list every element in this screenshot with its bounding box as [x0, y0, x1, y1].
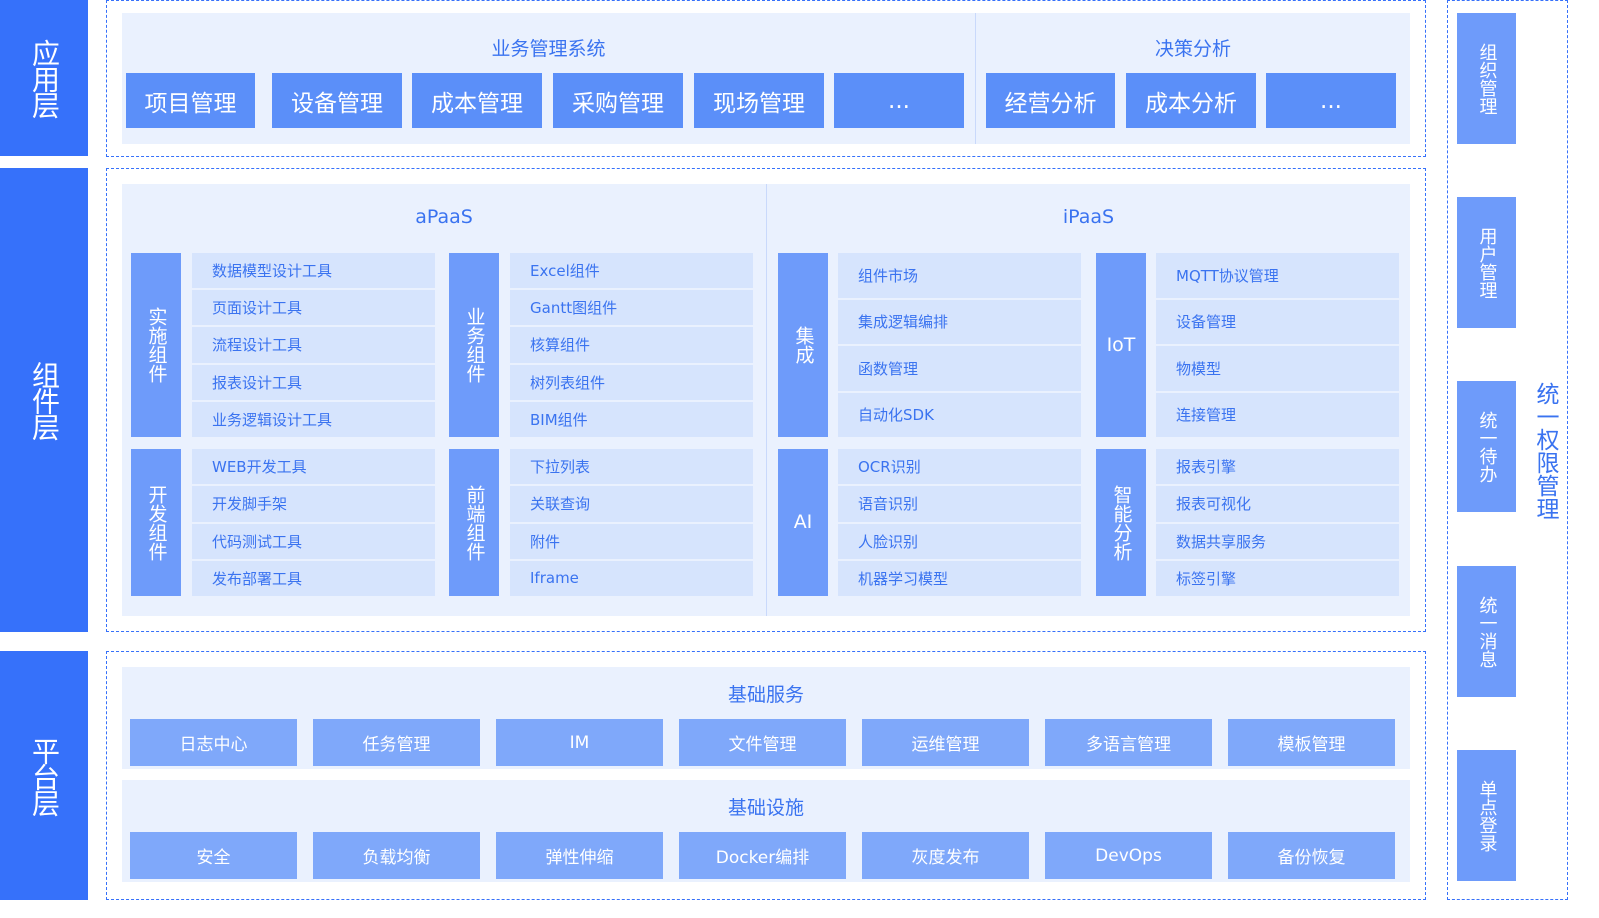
component-item[interactable]: 页面设计工具	[192, 290, 435, 326]
platform-service-button[interactable]: 任务管理	[313, 719, 480, 766]
component-item[interactable]: MQTT协议管理	[1156, 253, 1399, 298]
component-item[interactable]: 物模型	[1156, 346, 1399, 391]
app-module-button[interactable]: 设备管理	[272, 73, 402, 128]
app-module-button[interactable]: 现场管理	[694, 73, 824, 128]
component-item[interactable]: Gantt图组件	[510, 290, 753, 326]
platform-service-button[interactable]: IM	[496, 719, 663, 766]
component-item[interactable]: 连接管理	[1156, 392, 1399, 437]
component-item[interactable]: 附件	[510, 523, 753, 559]
component-category: 前端组件	[449, 449, 499, 596]
platform-service-button[interactable]: DevOps	[1045, 832, 1212, 879]
component-item[interactable]: 组件市场	[838, 253, 1081, 298]
component-item[interactable]: 自动化SDK	[838, 392, 1081, 437]
component-item[interactable]: 人脸识别	[838, 523, 1081, 559]
permission-module-button[interactable]: 统一待办	[1457, 381, 1516, 512]
app-module-button[interactable]: 项目管理	[126, 73, 255, 128]
divider	[975, 13, 976, 144]
app-module-button[interactable]: ...	[1266, 73, 1396, 128]
platform-service-button[interactable]: 多语言管理	[1045, 719, 1212, 766]
permission-module-button[interactable]: 组织管理	[1457, 13, 1516, 144]
layer-boundary	[106, 168, 1426, 632]
permission-boundary	[1447, 0, 1568, 900]
platform-service-button[interactable]: 运维管理	[862, 719, 1029, 766]
app-module-button[interactable]: ...	[834, 73, 964, 128]
component-item[interactable]: 函数管理	[838, 346, 1081, 391]
platform-service-button[interactable]: 灰度发布	[862, 832, 1029, 879]
platform-service-button[interactable]: 文件管理	[679, 719, 846, 766]
layer-label: 平台层	[0, 651, 88, 900]
component-item[interactable]: 机器学习模型	[838, 560, 1081, 596]
component-item[interactable]: 代码测试工具	[192, 523, 435, 559]
layer-label: 应用层	[0, 0, 88, 156]
component-item[interactable]: 关联查询	[510, 486, 753, 522]
divider	[766, 184, 767, 616]
component-category: 开发组件	[131, 449, 181, 596]
platform-title: 基础设施	[727, 797, 804, 819]
app-module-button[interactable]: 成本管理	[412, 73, 542, 128]
component-item[interactable]: 流程设计工具	[192, 327, 435, 363]
component-item[interactable]: 报表设计工具	[192, 364, 435, 400]
component-item[interactable]: 报表可视化	[1156, 486, 1399, 522]
component-category: 业务组件	[449, 253, 499, 437]
component-item[interactable]: 发布部署工具	[192, 560, 435, 596]
component-category: IoT	[1096, 253, 1146, 437]
component-item[interactable]: 集成逻辑编排	[838, 299, 1081, 344]
component-item[interactable]: OCR识别	[838, 449, 1081, 485]
component-item[interactable]: 设备管理	[1156, 299, 1399, 344]
component-category: 智能分析	[1096, 449, 1146, 596]
component-item[interactable]: 业务逻辑设计工具	[192, 401, 435, 437]
component-item[interactable]: 报表引擎	[1156, 449, 1399, 485]
component-category: 实施组件	[131, 253, 181, 437]
component-item[interactable]: 数据共享服务	[1156, 523, 1399, 559]
platform-service-button[interactable]: 备份恢复	[1228, 832, 1395, 879]
permission-module-button[interactable]: 单点登录	[1457, 750, 1516, 881]
section-title: aPaaS	[415, 206, 473, 228]
component-item[interactable]: 数据模型设计工具	[192, 253, 435, 289]
app-module-button[interactable]: 经营分析	[986, 73, 1115, 128]
group-title: 业务管理系统	[491, 38, 606, 60]
app-module-button[interactable]: 采购管理	[553, 73, 683, 128]
permission-title: 统一权限管理	[1532, 382, 1558, 520]
platform-service-button[interactable]: 弹性伸缩	[496, 832, 663, 879]
platform-service-button[interactable]: 安全	[130, 832, 297, 879]
component-item[interactable]: 树列表组件	[510, 364, 753, 400]
component-item[interactable]: 下拉列表	[510, 449, 753, 485]
component-category: 集成	[778, 253, 828, 437]
section-title: iPaaS	[1062, 206, 1115, 228]
layer-boundary	[106, 651, 1426, 900]
platform-service-button[interactable]: 模板管理	[1228, 719, 1395, 766]
component-item[interactable]: WEB开发工具	[192, 449, 435, 485]
platform-service-button[interactable]: 日志中心	[130, 719, 297, 766]
platform-title: 基础服务	[727, 684, 804, 706]
group-title: 决策分析	[1154, 38, 1231, 60]
component-item[interactable]: 语音识别	[838, 486, 1081, 522]
component-item[interactable]: 开发脚手架	[192, 486, 435, 522]
permission-module-button[interactable]: 用户管理	[1457, 197, 1516, 328]
app-module-button[interactable]: 成本分析	[1126, 73, 1256, 128]
permission-module-button[interactable]: 统一消息	[1457, 566, 1516, 697]
component-item[interactable]: Excel组件	[510, 253, 753, 289]
platform-service-button[interactable]: 负载均衡	[313, 832, 480, 879]
component-item[interactable]: Iframe	[510, 560, 753, 596]
layer-boundary	[106, 0, 1426, 157]
component-item[interactable]: 标签引擎	[1156, 560, 1399, 596]
component-category: AI	[778, 449, 828, 596]
layer-label: 组件层	[0, 168, 88, 632]
component-item[interactable]: BIM组件	[510, 401, 753, 437]
platform-service-button[interactable]: Docker编排	[679, 832, 846, 879]
component-item[interactable]: 核算组件	[510, 327, 753, 363]
